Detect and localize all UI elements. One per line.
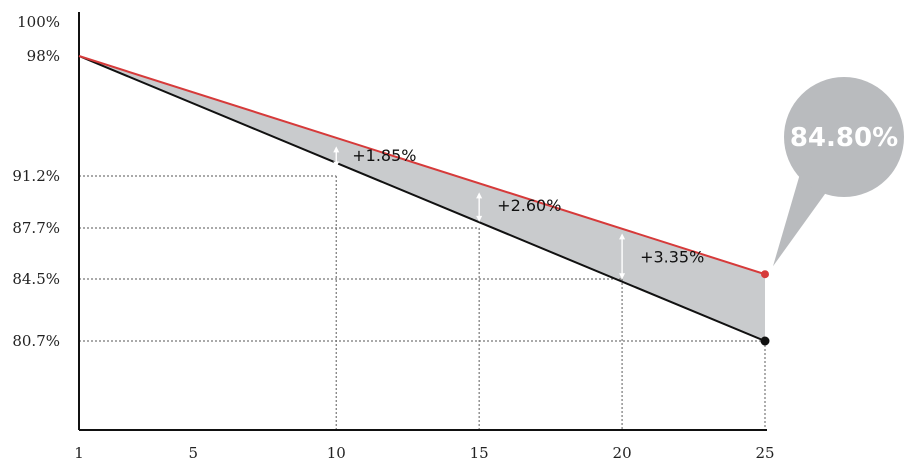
axes — [78, 12, 767, 431]
gain-arrow-head-down — [333, 161, 340, 168]
gain-label: +2.60% — [497, 196, 561, 215]
x-tick-label: 25 — [755, 444, 774, 462]
callout-pointer — [773, 167, 830, 267]
series-line-black — [78, 55, 766, 342]
callout-value: 84.80% — [790, 123, 898, 153]
y-tick-label: 80.7% — [12, 332, 60, 350]
gain-arrow-head-down — [476, 215, 483, 222]
gain-label: +1.85% — [352, 146, 416, 165]
x-tick-label: 20 — [613, 444, 632, 462]
x-tick-label: 1 — [74, 444, 84, 462]
y-tick-label: 87.7% — [12, 219, 60, 237]
endpoint-red-dot — [761, 270, 769, 279]
x-tick-label: 5 — [189, 444, 199, 462]
gain-arrow-head-up — [619, 233, 626, 240]
y-tick-label: 91.2% — [12, 167, 60, 185]
gain-arrow-head-up — [476, 192, 483, 199]
y-tick-label: 84.5% — [12, 270, 60, 288]
series-lines — [78, 55, 770, 346]
series-line-red — [78, 55, 766, 276]
x-tick-label: 15 — [470, 444, 489, 462]
callout-bubble — [784, 77, 904, 197]
gain-arrows — [333, 146, 626, 280]
y-tick-label: 100% — [17, 13, 60, 31]
gain-arrow-head-down — [619, 273, 626, 280]
x-tick-label: 10 — [327, 444, 346, 462]
gain-arrow-head-up — [333, 146, 340, 153]
guide-lines — [79, 175, 766, 430]
callout: 84.80% — [773, 77, 904, 267]
y-tick-label: 98% — [27, 47, 60, 65]
endpoint-black-dot — [760, 336, 770, 346]
labels: +1.85% +2.60% +3.35% 100% 98% 91.2% 87.7% 84.5%… — [12, 13, 774, 462]
gain-label: +3.35% — [640, 247, 704, 266]
